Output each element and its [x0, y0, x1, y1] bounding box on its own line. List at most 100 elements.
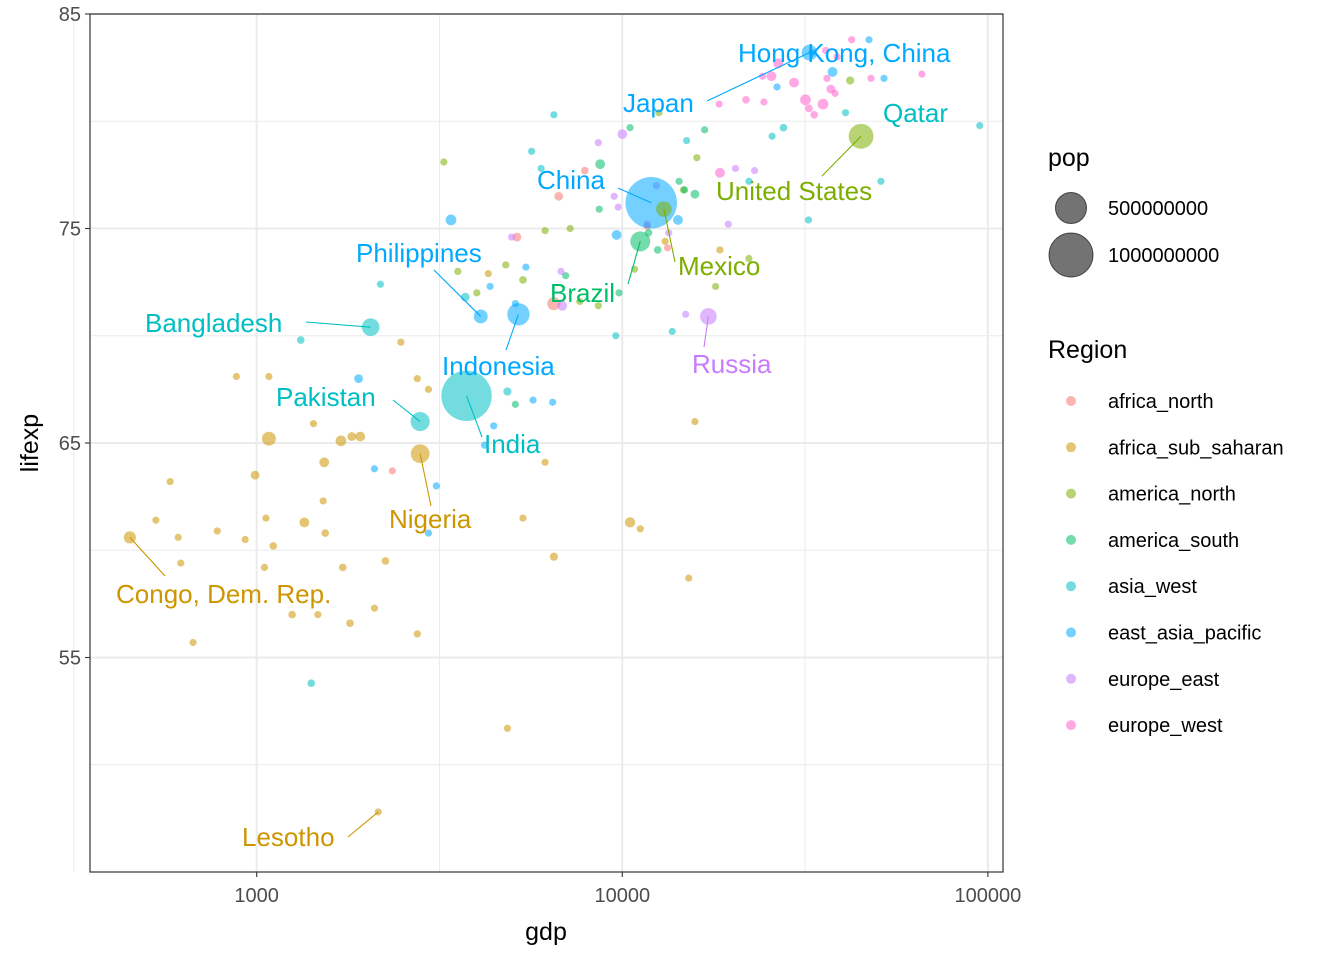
x-tick-label: 10000 [594, 885, 650, 907]
data-point [768, 132, 776, 140]
data-point [680, 186, 689, 194]
data-point [827, 66, 838, 77]
data-point [296, 336, 305, 344]
data-point [624, 517, 636, 528]
y-tick-label: 65 [59, 433, 81, 455]
data-point [745, 177, 753, 185]
data-point [712, 282, 720, 291]
size-legend-label: 1000000000 [1108, 245, 1219, 267]
annotation-leader-line [663, 209, 676, 263]
data-point [681, 310, 690, 318]
point-annotation: Congo, Dem. Rep. [116, 579, 331, 609]
data-point [848, 36, 856, 44]
point-annotation: Bangladesh [145, 308, 282, 338]
data-point [250, 470, 260, 480]
labeled-data-point [656, 201, 672, 217]
data-point [307, 679, 316, 688]
data-point [319, 497, 327, 505]
data-point [519, 514, 527, 522]
data-point [760, 98, 768, 106]
data-point [354, 374, 363, 384]
data-point [841, 109, 850, 117]
data-point [338, 563, 347, 572]
color-legend-key [1066, 581, 1076, 592]
data-point [549, 552, 558, 561]
data-point [661, 237, 669, 245]
data-point [541, 458, 549, 466]
data-point [512, 232, 522, 242]
data-point [742, 95, 750, 104]
y-tick-label: 75 [59, 219, 81, 241]
annotation-leader-line [706, 52, 810, 102]
data-point [557, 267, 565, 275]
data-point [522, 263, 530, 271]
labeled-data-point [976, 121, 984, 130]
legend-color-title: Region [1048, 336, 1127, 364]
data-point [549, 398, 557, 406]
data-point [335, 435, 347, 447]
color-legend-key [1066, 488, 1076, 499]
data-point [626, 124, 634, 132]
data-point [823, 74, 831, 82]
labeled-data-point [700, 308, 717, 325]
data-point [867, 74, 875, 82]
data-point [636, 525, 644, 533]
color-legend-key [1066, 627, 1076, 638]
data-point [484, 269, 492, 278]
data-point [611, 230, 622, 240]
y-tick-label: 85 [59, 4, 81, 26]
data-point [675, 177, 683, 185]
point-annotation: Lesotho [242, 822, 335, 852]
data-point [690, 189, 700, 199]
data-point [321, 529, 330, 537]
data-point [918, 70, 926, 78]
data-point [213, 527, 221, 535]
color-legend-key [1066, 673, 1076, 684]
annotation-leader-line [305, 321, 371, 328]
data-point [269, 542, 278, 550]
data-point [724, 220, 732, 228]
data-point [388, 467, 396, 475]
data-point [309, 420, 318, 428]
data-point [177, 559, 185, 567]
data-point [766, 71, 777, 82]
point-annotation: Indonesia [442, 351, 555, 381]
data-point [804, 216, 813, 224]
annotation-leader-line [392, 399, 421, 422]
data-point [519, 276, 527, 284]
point-annotation: India [484, 429, 541, 459]
data-point [370, 604, 379, 612]
point-annotation: Brazil [550, 278, 615, 308]
x-tick-label: 100000 [954, 885, 1021, 907]
data-point [413, 375, 421, 383]
data-point [299, 517, 310, 528]
data-point [554, 191, 564, 201]
point-annotation: Russia [692, 349, 772, 379]
data-point [480, 441, 489, 449]
data-point [566, 224, 574, 233]
color-legend-label: asia_west [1108, 576, 1197, 598]
data-point [833, 53, 841, 61]
data-point [865, 36, 873, 44]
data-point [614, 203, 622, 211]
annotation-leader-line [627, 241, 641, 285]
data-point [503, 724, 511, 732]
data-point [663, 244, 672, 252]
x-axis: 1000 10000 100000 [234, 872, 1021, 907]
color-legend-key [1066, 396, 1076, 406]
color-legend-label: east_asia_pacific [1108, 623, 1261, 645]
data-point [346, 619, 354, 627]
point-annotation: Nigeria [389, 504, 472, 534]
color-legend-label: america_north [1108, 484, 1236, 506]
data-point [445, 214, 457, 226]
data-point [716, 246, 724, 254]
data-point [376, 280, 385, 288]
data-point [810, 111, 819, 119]
data-point [232, 372, 240, 381]
data-point [594, 139, 602, 147]
annotations: Hong Kong, China Japan Qatar China United St… [116, 38, 951, 852]
color-legend-label: america_south [1108, 530, 1239, 552]
data-point [529, 396, 537, 404]
color-legend-key [1066, 534, 1076, 545]
data-point [507, 233, 516, 241]
